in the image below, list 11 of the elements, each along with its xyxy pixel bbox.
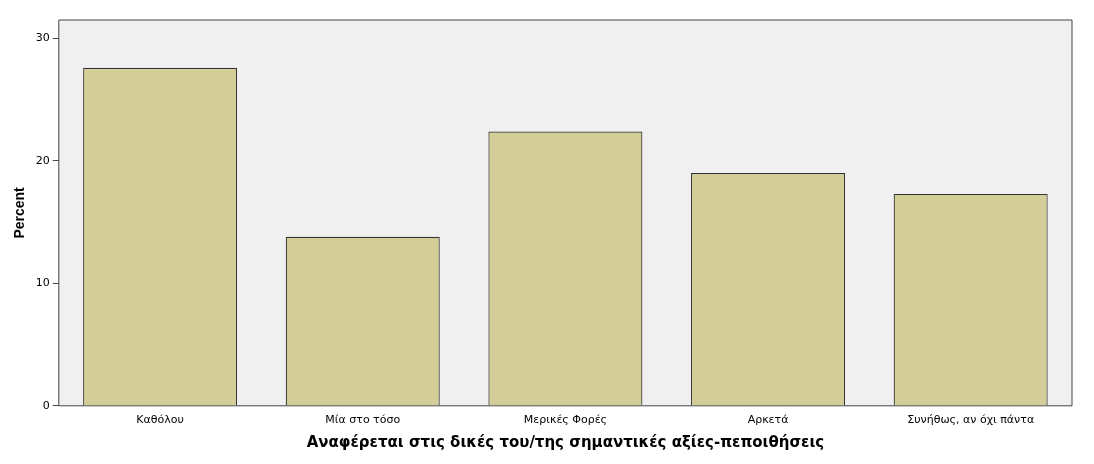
y-tick-label: 30 <box>35 31 50 45</box>
y-tick-label: 20 <box>35 153 50 167</box>
y-tick-label: 0 <box>42 398 50 412</box>
x-tick-label: Μερικές Φορές <box>523 413 608 427</box>
y-tick-label: 10 <box>35 276 50 290</box>
x-axis-title: Αναφέρεται στις δικές του/της σημαντικές αξίες-πεποιθήσεις <box>306 432 825 451</box>
x-tick-label: Μία στο τόσο <box>325 413 401 427</box>
x-tick-label: Καθόλου <box>136 413 184 427</box>
x-tick-label: Συνήθως, αν όχι πάντα <box>907 413 1035 427</box>
x-tick-label: Αρκετά <box>747 413 789 427</box>
y-axis-title: Percent <box>11 186 28 239</box>
